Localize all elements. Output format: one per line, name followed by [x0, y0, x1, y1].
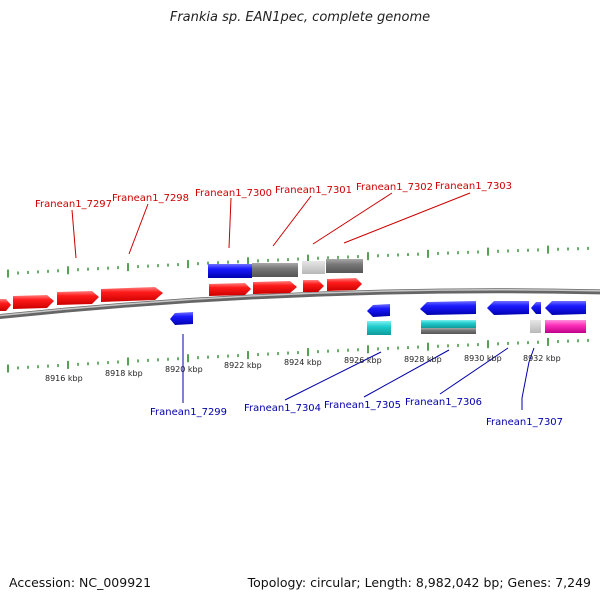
gene-label-franean1-7304[interactable]: Franean1_7304 — [244, 403, 321, 414]
gene-arrow-reverse[interactable] — [367, 304, 390, 317]
gene-label-franean1-7303[interactable]: Franean1_7303 — [435, 181, 512, 192]
gene-arrow-reverse[interactable] — [531, 302, 541, 314]
scale-label: 8916 kbp — [45, 374, 83, 383]
gene-arrow-reverse[interactable] — [170, 312, 193, 325]
label-leader-line — [343, 192, 471, 244]
gene-arrow-forward[interactable] — [101, 287, 163, 302]
scale-label: 8920 kbp — [165, 365, 203, 374]
gene-label-franean1-7305[interactable]: Franean1_7305 — [324, 400, 401, 411]
gene-label-franean1-7300[interactable]: Franean1_7300 — [195, 188, 272, 199]
scale-label: 8928 kbp — [404, 355, 442, 364]
feature-box[interactable] — [367, 321, 391, 335]
label-leader-line — [439, 347, 509, 395]
scale-label: 8926 kbp — [344, 356, 382, 365]
accession-text: Accession: NC_009921 — [9, 575, 152, 590]
feature-box[interactable] — [545, 320, 586, 333]
forward-strand-genes — [0, 278, 362, 311]
feature-box[interactable] — [302, 261, 325, 274]
feature-box[interactable] — [421, 320, 476, 328]
label-leader-line — [71, 209, 77, 259]
upper-feature-track — [208, 259, 363, 278]
gene-label-franean1-7298[interactable]: Franean1_7298 — [112, 193, 189, 204]
feature-box[interactable] — [421, 328, 476, 334]
genome-summary-text: Topology: circular; Length: 8,982,042 bp… — [247, 575, 591, 590]
gene-arrow-forward[interactable] — [327, 278, 362, 291]
gene-arrow-forward[interactable] — [13, 295, 54, 309]
feature-box[interactable] — [252, 263, 298, 277]
gene-arrow-reverse[interactable] — [487, 301, 529, 315]
scale-label: 8930 kbp — [464, 354, 502, 363]
label-leader-line — [128, 203, 149, 255]
reverse-strand-genes — [170, 301, 586, 325]
feature-box[interactable] — [530, 320, 541, 333]
scale-label: 8918 kbp — [105, 369, 143, 378]
gene-label-franean1-7297[interactable]: Franean1_7297 — [35, 199, 112, 210]
gene-label-franean1-7301[interactable]: Franean1_7301 — [275, 185, 352, 196]
scale-label: 8932 kbp — [523, 354, 561, 363]
scale-label: 8922 kbp — [224, 361, 262, 370]
gene-arrow-forward[interactable] — [253, 281, 297, 294]
gene-arrow-forward[interactable] — [0, 299, 11, 311]
gene-label-franean1-7299[interactable]: Franean1_7299 — [150, 407, 227, 418]
gene-label-franean1-7307[interactable]: Franean1_7307 — [486, 417, 563, 428]
scale-labels: 8916 kbp 8918 kbp 8920 kbp 8922 kbp 8924… — [45, 354, 561, 383]
genome-backbone — [0, 288, 600, 320]
gene-label-franean1-7302[interactable]: Franean1_7302 — [356, 182, 433, 193]
label-leader-line — [272, 195, 312, 247]
gene-arrow-forward[interactable] — [303, 280, 324, 292]
forward-gene-labels: Franean1_7297 Franean1_7298 Franean1_730… — [35, 181, 512, 259]
feature-box[interactable] — [326, 259, 363, 273]
label-leader-line — [312, 192, 393, 245]
label-leader-line — [228, 197, 232, 249]
label-leader-line — [363, 349, 450, 398]
lower-scale-track — [7, 337, 589, 373]
label-leader-line — [521, 347, 535, 410]
genome-title: Frankia sp. EAN1pec, complete genome — [169, 10, 431, 25]
gene-arrow-forward[interactable] — [57, 291, 99, 305]
feature-box[interactable] — [208, 264, 252, 278]
gene-arrow-reverse[interactable] — [545, 301, 586, 315]
gene-label-franean1-7306[interactable]: Franean1_7306 — [405, 397, 482, 408]
upper-scale-track — [7, 245, 589, 278]
gene-arrow-reverse[interactable] — [420, 301, 476, 315]
genome-backbone-highlight — [0, 289, 600, 317]
reverse-gene-labels: Franean1_7299 Franean1_7304 Franean1_730… — [150, 334, 563, 428]
scale-label: 8924 kbp — [284, 358, 322, 367]
gene-arrow-forward[interactable] — [209, 283, 251, 296]
label-leader-line — [284, 351, 382, 401]
lower-feature-track — [367, 320, 586, 335]
